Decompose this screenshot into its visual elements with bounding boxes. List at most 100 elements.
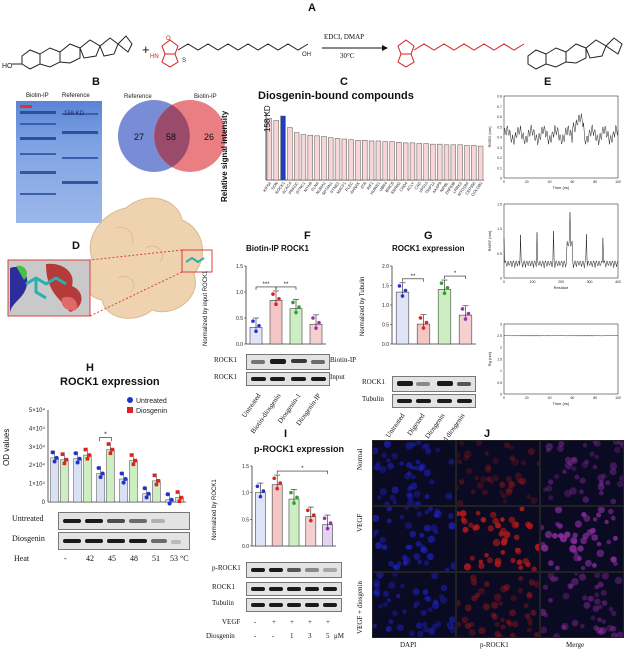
e-y-tick: 0 bbox=[500, 277, 502, 281]
chart-c-bar bbox=[368, 140, 375, 181]
h-bar bbox=[60, 459, 69, 503]
h-point bbox=[175, 490, 180, 494]
data-point bbox=[424, 320, 429, 325]
e-y-tick: 0.5 bbox=[497, 381, 502, 385]
e-trace bbox=[503, 113, 619, 146]
chart-c-bar bbox=[477, 145, 484, 181]
e-plot-frame bbox=[503, 95, 619, 179]
h-point bbox=[133, 458, 138, 463]
h-point bbox=[52, 459, 57, 464]
data-point bbox=[400, 294, 405, 298]
chart-c-tick-label: PLEC bbox=[344, 181, 354, 193]
micrograph-vegf-diosgenin-p-rock1 bbox=[453, 572, 541, 640]
legend-diosgenin-label: Diosgenin bbox=[136, 408, 167, 415]
chart-i-title: p-ROCK1 expression bbox=[254, 444, 345, 454]
bar bbox=[269, 300, 283, 345]
blot-g-tubulin bbox=[392, 394, 476, 408]
panel-label-e: E bbox=[544, 76, 552, 88]
h-point bbox=[62, 461, 67, 466]
gel-marker-label: 158 KD bbox=[64, 111, 85, 117]
gel-lane-biotin-ip: Biotin-IP bbox=[26, 93, 49, 99]
h-bar bbox=[106, 449, 115, 503]
venn-overlap bbox=[154, 105, 190, 167]
e-x-tick: 100 bbox=[615, 396, 621, 400]
blot-f-right-1: Biotin-IP bbox=[330, 356, 357, 364]
blot-f-biotin-ip bbox=[246, 354, 330, 370]
e-trace bbox=[503, 212, 619, 269]
chart-h-title: ROCK1 expression bbox=[60, 376, 160, 388]
e-x-label: Time (ns) bbox=[553, 185, 570, 190]
e-y-tick: 0.1 bbox=[497, 166, 502, 170]
bar bbox=[288, 498, 300, 547]
h-bar bbox=[73, 458, 82, 503]
significance-marker: * bbox=[454, 271, 457, 277]
chart-c-tick-label: ACLY bbox=[405, 180, 415, 191]
chart-c-bar bbox=[443, 144, 450, 181]
h-significance-marker: * bbox=[104, 432, 107, 439]
e-y-tick: 1.5 bbox=[497, 203, 502, 207]
e-x-tick: 20 bbox=[525, 396, 529, 400]
bar bbox=[255, 492, 266, 547]
chart-c-tick-label: BIRC6 bbox=[384, 180, 395, 193]
chart-c-tick-label: CHD4 bbox=[398, 180, 409, 192]
h-point bbox=[64, 457, 69, 462]
h-bar bbox=[129, 460, 138, 503]
chart-c-bar bbox=[321, 136, 327, 181]
e-y-label: RMSF (nm) bbox=[487, 230, 492, 251]
chart-c-annotation: 158 KD bbox=[263, 105, 272, 132]
bar-y-tick-label: 1.0 bbox=[242, 491, 249, 497]
data-point bbox=[311, 316, 315, 320]
h-point bbox=[54, 455, 59, 460]
blot-g-row-1: ROCK1 bbox=[362, 378, 385, 386]
bar-y-tick-label: 0.5 bbox=[382, 323, 389, 329]
svg-text:HO: HO bbox=[2, 63, 13, 70]
legend-untreated-icon bbox=[127, 397, 133, 403]
e-x-tick: 20 bbox=[525, 180, 529, 184]
blot-i-rock1 bbox=[246, 582, 342, 596]
chart-c-bar bbox=[294, 132, 300, 181]
h-point bbox=[108, 451, 113, 456]
e-y-tick: 0.7 bbox=[497, 105, 502, 109]
h-bar bbox=[50, 457, 59, 503]
panel-label-i: I bbox=[284, 428, 288, 440]
biotin-diosgenin-product bbox=[397, 37, 623, 70]
blot-i-row-1: p-ROCK1 bbox=[212, 564, 241, 572]
chart-g-title: ROCK1 expression bbox=[392, 244, 465, 253]
svg-text:OH: OH bbox=[302, 52, 311, 58]
chart-i-ylabel: Normalized by ROCK1 bbox=[212, 479, 218, 540]
bar bbox=[395, 291, 410, 345]
chart-c-bar bbox=[409, 142, 416, 181]
chart-c-title: Diosgenin-bound compounds bbox=[258, 90, 414, 102]
bar-y-tick-label: 1.5 bbox=[382, 284, 389, 290]
vegf-4: + bbox=[326, 618, 330, 626]
e-x-label: Residue bbox=[554, 285, 569, 290]
sds-page-gel bbox=[16, 101, 102, 223]
venn-count-overlap: 58 bbox=[166, 132, 176, 142]
h-point bbox=[106, 442, 111, 446]
chart-c-bar bbox=[273, 120, 279, 181]
bar-y-tick-label: 1.5 bbox=[242, 464, 249, 470]
gel-lane-reference: Reference bbox=[62, 93, 90, 99]
blot-g-row-2: Tubulin bbox=[362, 395, 384, 403]
chart-c: KIF5ASONROCK1ACACAPRKDCDYNC1MYH9FLNANUMA… bbox=[262, 112, 484, 197]
dios-2: 1 bbox=[290, 632, 294, 640]
e-x-tick: 80 bbox=[593, 180, 597, 184]
chart-c-bar bbox=[362, 140, 368, 181]
diosgenin-label: Diosgenin bbox=[206, 632, 235, 640]
panel-label-f: F bbox=[304, 230, 311, 242]
e-x-tick: 40 bbox=[548, 180, 552, 184]
e-y-label: RMSD (nm) bbox=[487, 126, 492, 148]
significance-marker: ** bbox=[411, 274, 416, 280]
significance-bracket bbox=[402, 278, 424, 282]
reaction-temperature: 30°C bbox=[340, 52, 355, 60]
heat-value-3: 48 bbox=[130, 554, 138, 563]
h-significance-bracket bbox=[99, 437, 112, 442]
e-y-tick: 2.5 bbox=[497, 334, 502, 338]
bar-y-tick-label: 1.0 bbox=[236, 290, 243, 296]
e-x-tick: 0 bbox=[503, 396, 505, 400]
chart-c-tick-label: FLNA bbox=[310, 180, 320, 192]
data-point bbox=[306, 508, 310, 513]
blot-i-row-3: Tubulin bbox=[212, 599, 234, 607]
panel-label-a: A bbox=[308, 2, 316, 14]
